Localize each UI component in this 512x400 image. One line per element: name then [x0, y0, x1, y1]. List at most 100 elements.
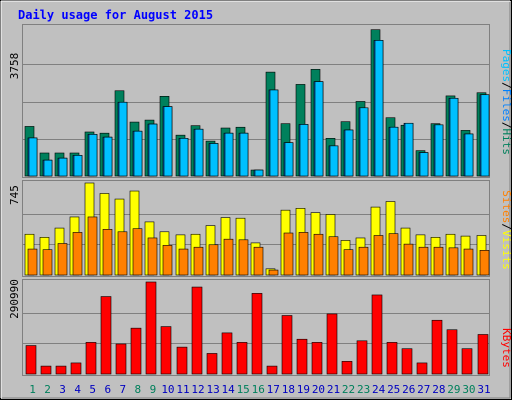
bar-pages-day-28	[434, 124, 444, 177]
bar-sites-day-24	[373, 235, 384, 276]
legend-middle: Sites/Visits	[500, 190, 512, 270]
bar-kbytes-day-25	[386, 342, 398, 375]
x-tick-label: 11	[176, 383, 189, 396]
x-tick-label: 25	[387, 383, 400, 396]
x-tick-label: 22	[342, 383, 355, 396]
bar-pages-day-11	[179, 138, 189, 177]
bar-kbytes-day-10	[160, 326, 172, 375]
bar-sites-day-9	[147, 237, 158, 276]
y-max-label-visits: 745	[8, 185, 21, 205]
bar-pages-day-7	[118, 101, 128, 177]
x-tick-label: 16	[252, 383, 265, 396]
bar-pages-day-10	[163, 106, 173, 177]
legend-hits: Hits	[500, 129, 512, 156]
bar-kbytes-day-17	[266, 365, 278, 375]
bar-pages-day-19	[299, 124, 309, 177]
x-tick-label: 28	[432, 383, 445, 396]
x-tick-label: 3	[59, 383, 66, 396]
bar-kbytes-day-5	[85, 342, 97, 375]
bar-sites-day-31	[479, 250, 490, 276]
bar-sites-day-12	[193, 246, 204, 276]
bar-sites-day-15	[238, 239, 249, 276]
legend-kbytes: KBytes	[500, 328, 512, 368]
bar-pages-day-21	[329, 145, 339, 177]
x-tick-label: 12	[191, 383, 204, 396]
bar-kbytes-day-28	[431, 319, 443, 375]
x-tick-label: 21	[327, 383, 340, 396]
chart-title: Daily usage for August 2015	[18, 8, 213, 22]
legend-pages: Pages	[500, 49, 512, 82]
bar-kbytes-day-16	[251, 293, 263, 375]
bar-kbytes-day-15	[236, 342, 248, 375]
bar-pages-day-13	[209, 143, 219, 177]
y-max-label-kbytes: 290990	[8, 279, 21, 319]
bar-kbytes-day-8	[130, 327, 142, 375]
bar-pages-day-4	[73, 155, 83, 177]
bar-pages-day-6	[103, 136, 113, 177]
legend-files: Files	[500, 89, 512, 122]
bar-kbytes-day-11	[176, 346, 188, 375]
bar-kbytes-day-3	[55, 365, 67, 375]
bar-pages-day-25	[389, 126, 399, 177]
bar-pages-day-30	[464, 133, 474, 177]
x-tick-label: 6	[104, 383, 111, 396]
bar-pages-day-8	[133, 130, 143, 177]
bar-kbytes-day-18	[281, 315, 293, 375]
bar-sites-day-21	[328, 236, 339, 276]
bar-sites-day-7	[117, 231, 128, 276]
bar-pages-day-12	[194, 128, 204, 177]
x-axis-labels: 1 2 3 4 5 6 7 8 9 10 11 12 13 14 15 16 17 18 19 20 21 22 23 24 2…	[29, 383, 490, 396]
bar-sites-day-3	[57, 243, 68, 276]
bar-sites-day-30	[463, 248, 474, 276]
bar-pages-day-1	[28, 137, 38, 177]
bar-sites-day-28	[433, 246, 444, 276]
x-tick-label: 9	[150, 383, 157, 396]
bar-pages-day-9	[148, 123, 158, 177]
bar-sites-day-6	[102, 229, 113, 276]
bar-sites-day-19	[298, 232, 309, 276]
bar-kbytes-day-23	[356, 340, 368, 375]
bar-sites-day-13	[208, 244, 219, 276]
bar-sites-day-10	[162, 245, 173, 276]
bar-pages-day-2	[43, 159, 53, 177]
x-tick-label: 26	[402, 383, 415, 396]
bar-sites-day-18	[283, 232, 294, 276]
x-tick-label: 4	[74, 383, 81, 396]
legend-sites: Sites	[500, 190, 512, 223]
bar-pages-day-31	[480, 94, 490, 177]
bar-kbytes-day-29	[446, 329, 458, 375]
bar-kbytes-day-13	[206, 353, 218, 375]
bar-sites-day-17	[268, 269, 279, 276]
legend-sep-1: /	[500, 82, 512, 89]
x-tick-label: 23	[357, 383, 370, 396]
bar-kbytes-day-9	[145, 281, 157, 375]
bar-kbytes-day-1	[25, 345, 37, 375]
bar-sites-day-8	[132, 228, 143, 276]
x-tick-label: 20	[312, 383, 325, 396]
bar-pages-day-18	[284, 142, 294, 177]
bar-sites-day-11	[178, 248, 189, 276]
bar-pages-day-15	[239, 132, 249, 177]
bar-kbytes-day-2	[40, 365, 52, 375]
x-tick-label: 13	[206, 383, 219, 396]
x-tick-label: 15	[237, 383, 250, 396]
bar-pages-day-24	[374, 40, 384, 177]
bar-pages-day-16	[254, 169, 264, 177]
bar-pages-day-14	[224, 132, 234, 177]
bar-kbytes-day-21	[326, 313, 338, 375]
legend-top: Pages/Files/Hits	[500, 49, 512, 155]
bar-sites-day-29	[448, 247, 459, 276]
x-tick-label: 29	[447, 383, 460, 396]
x-tick-label: 19	[297, 383, 310, 396]
bar-sites-day-5	[87, 216, 98, 276]
legend-sep-3: /	[500, 223, 512, 230]
x-tick-label: 1	[29, 383, 36, 396]
bar-sites-day-4	[72, 232, 83, 276]
bar-kbytes-day-6	[100, 296, 112, 375]
legend-visits: Visits	[500, 230, 512, 270]
x-tick-label: 5	[89, 383, 96, 396]
bar-sites-day-26	[403, 243, 414, 276]
x-tick-label: 8	[135, 383, 142, 396]
bar-kbytes-day-24	[371, 294, 383, 375]
